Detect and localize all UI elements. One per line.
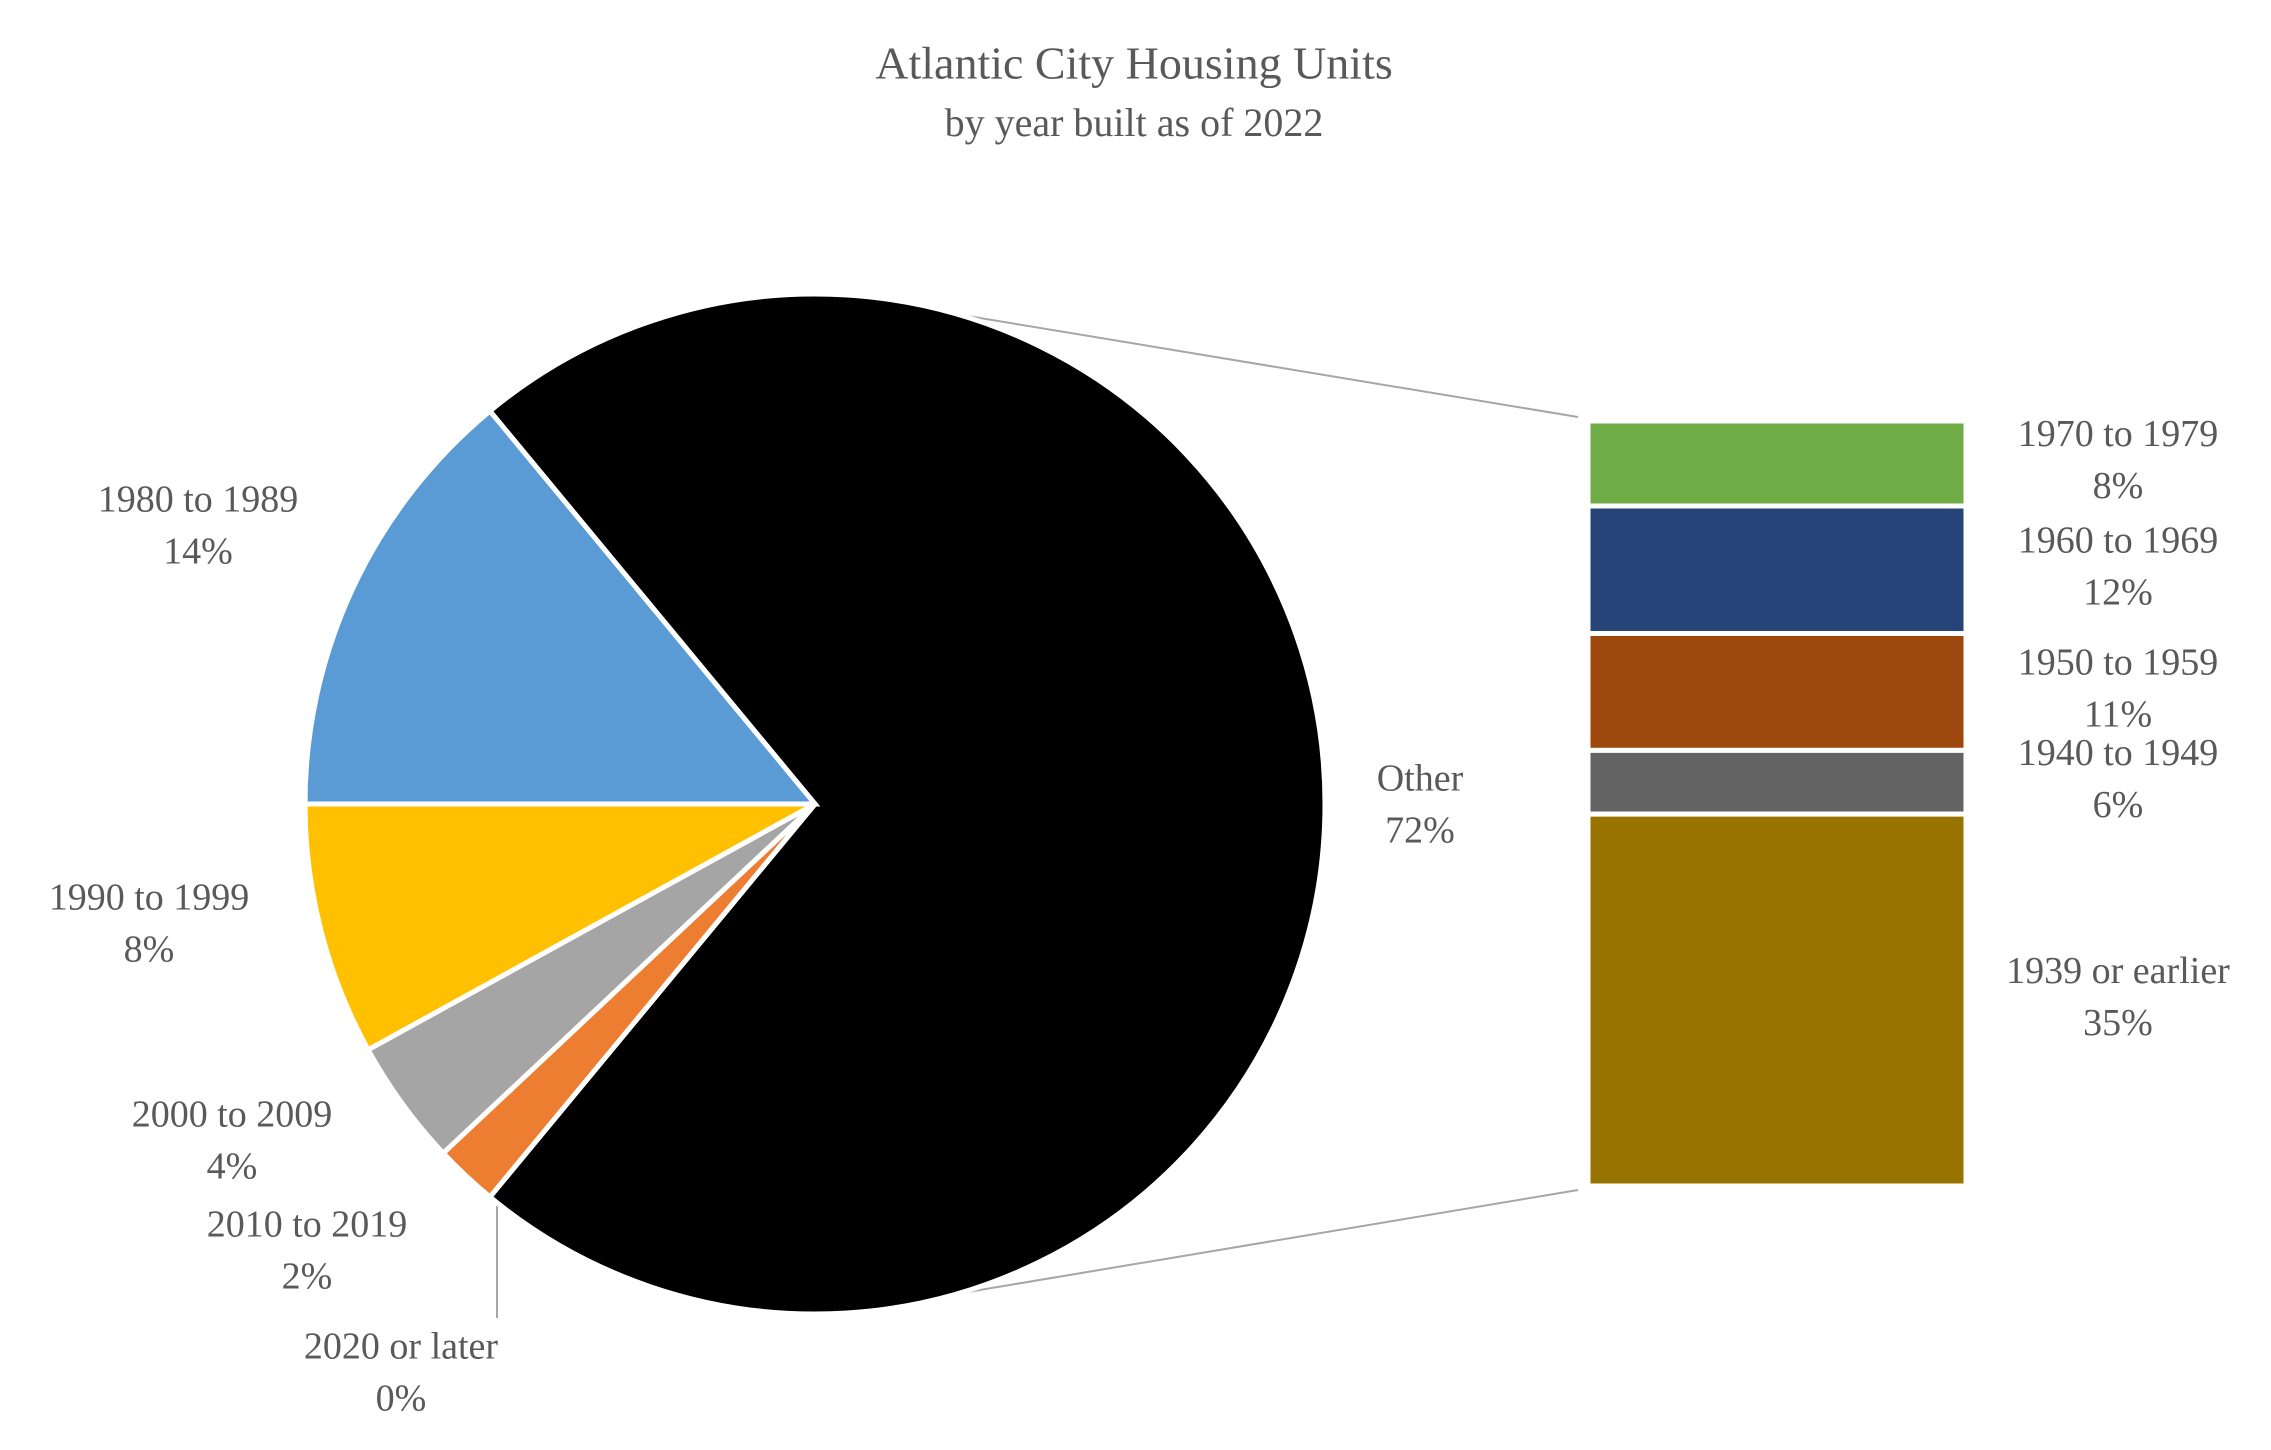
chart-title: Atlantic City Housing Units xyxy=(875,38,1393,89)
slice-label: 2020 or later xyxy=(304,1326,499,1368)
slice-value-label: 0% xyxy=(376,1378,427,1420)
slice-label: 1980 to 1989 xyxy=(98,479,299,521)
pie-slice xyxy=(302,407,821,807)
pie-slice xyxy=(302,801,817,1054)
bar-label: 1960 to 1969 xyxy=(2018,519,2219,561)
bar-value-label: 11% xyxy=(2084,694,2152,736)
slice-label: Other xyxy=(1377,758,1464,800)
chart-subtitle: by year built as of 2022 xyxy=(945,100,1324,145)
pie-slice xyxy=(486,291,1328,1317)
slice-value-label: 2% xyxy=(282,1256,333,1298)
bar-segment xyxy=(1585,503,1969,636)
bar-segment xyxy=(1585,418,1969,509)
connector-line xyxy=(957,313,1579,418)
connector-line xyxy=(957,1189,1579,1295)
bar-label: 1940 to 1949 xyxy=(2018,732,2219,774)
bar-label: 1939 or earlier xyxy=(2006,950,2230,992)
slice-value-label: 72% xyxy=(1385,810,1455,852)
bar-value-label: 6% xyxy=(2093,784,2144,826)
slice-value-label: 8% xyxy=(124,929,175,971)
bar-segment xyxy=(1585,631,1969,753)
slice-value-label: 14% xyxy=(163,531,233,573)
slice-label: 2010 to 2019 xyxy=(207,1204,408,1246)
bar-label: 1950 to 1959 xyxy=(2018,642,2219,684)
bar-label: 1970 to 1979 xyxy=(2018,413,2219,455)
slice-label: 2000 to 2009 xyxy=(132,1094,333,1136)
bar-segment xyxy=(1585,811,1969,1189)
slice-value-label: 4% xyxy=(207,1146,258,1188)
bar-value-label: 35% xyxy=(2083,1002,2153,1044)
bar-segment xyxy=(1585,747,1969,817)
bar-value-label: 12% xyxy=(2083,571,2153,613)
bar-value-label: 8% xyxy=(2093,465,2144,507)
slice-label: 1990 to 1999 xyxy=(49,877,250,919)
